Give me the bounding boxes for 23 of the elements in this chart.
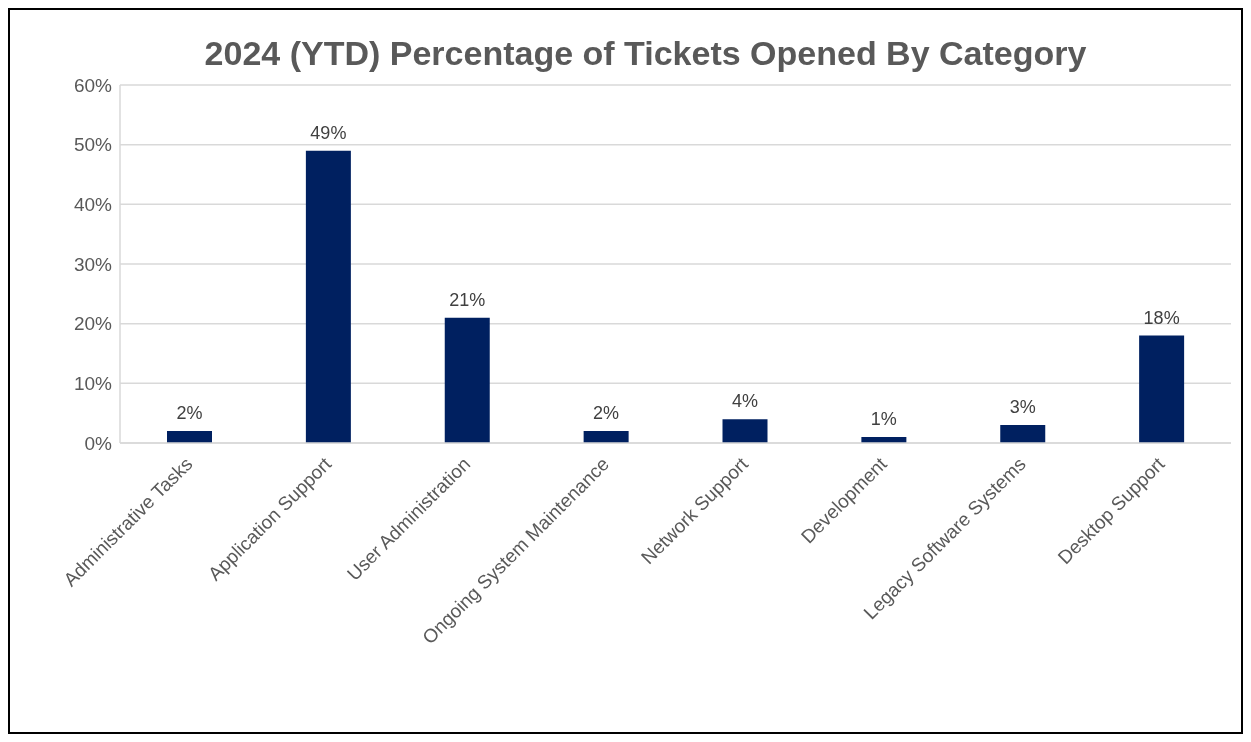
- data-label: 4%: [731, 391, 759, 412]
- y-tick-label: 0%: [84, 432, 113, 454]
- data-label: 3%: [1009, 397, 1036, 418]
- data-label: 18%: [1143, 307, 1180, 328]
- data-label: 1%: [870, 409, 897, 430]
- bar: [583, 431, 629, 443]
- chart-title: 2024 (YTD) Percentage of Tickets Opened By Category: [203, 33, 1088, 72]
- bar: [722, 419, 768, 443]
- bar: [167, 431, 212, 443]
- data-label: 2%: [176, 403, 203, 424]
- data-label: 21%: [449, 289, 486, 310]
- bar: [1000, 425, 1046, 443]
- bar: [444, 317, 490, 443]
- y-tick-label: 20%: [73, 313, 113, 335]
- data-label: 49%: [310, 122, 347, 143]
- y-tick-label: 10%: [73, 373, 113, 395]
- y-tick-label: 40%: [73, 194, 113, 216]
- data-label: 2%: [593, 403, 620, 424]
- y-tick-label: 60%: [73, 74, 113, 96]
- y-tick-label: 30%: [73, 253, 113, 275]
- y-tick-label: 50%: [73, 134, 113, 156]
- bar: [305, 150, 351, 443]
- bar: [1139, 335, 1185, 443]
